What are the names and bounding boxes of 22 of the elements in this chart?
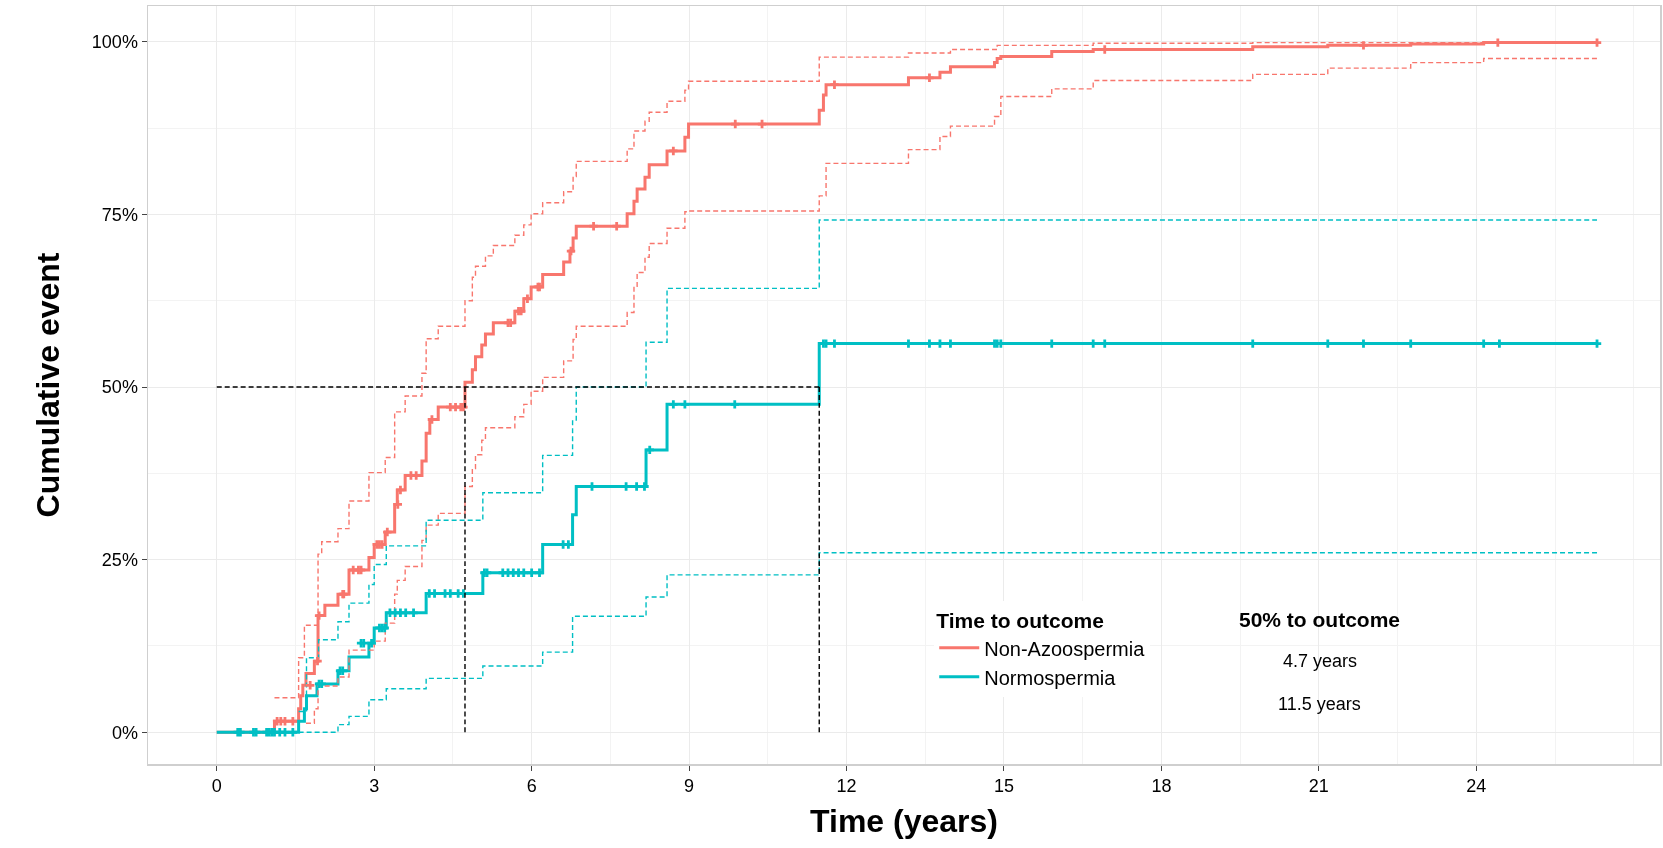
x-tick-label: 24: [1466, 776, 1487, 797]
legend-label: Normospermia: [984, 666, 1117, 689]
annotation: 50% to outcome: [1239, 608, 1401, 631]
legend-title: Time to outcome: [936, 609, 1104, 633]
y-tick-label: 75%: [101, 204, 138, 225]
x-tick-label: 0: [211, 776, 222, 797]
y-tick-label: 25%: [101, 549, 138, 570]
x-tick-label: 12: [836, 776, 857, 797]
y-tick-label: 0%: [111, 722, 138, 743]
x-tick-label: 21: [1308, 776, 1329, 797]
annotation: 11.5 years: [1278, 694, 1361, 714]
y-tick-label: 100%: [91, 32, 138, 53]
x-tick-label: 15: [993, 776, 1014, 797]
y-tick-label: 50%: [101, 377, 138, 398]
x-tick-label: 3: [369, 776, 380, 797]
y-axis-title: Cumulative event: [30, 252, 67, 518]
annotation: 4.7 years: [1283, 651, 1358, 671]
legend-label: Non-Azoospermia: [984, 637, 1146, 660]
x-tick-label: 18: [1151, 776, 1172, 797]
x-tick-label: 6: [526, 776, 537, 797]
x-tick-label: 9: [684, 776, 695, 797]
x-axis-title: Time (years): [810, 802, 998, 839]
